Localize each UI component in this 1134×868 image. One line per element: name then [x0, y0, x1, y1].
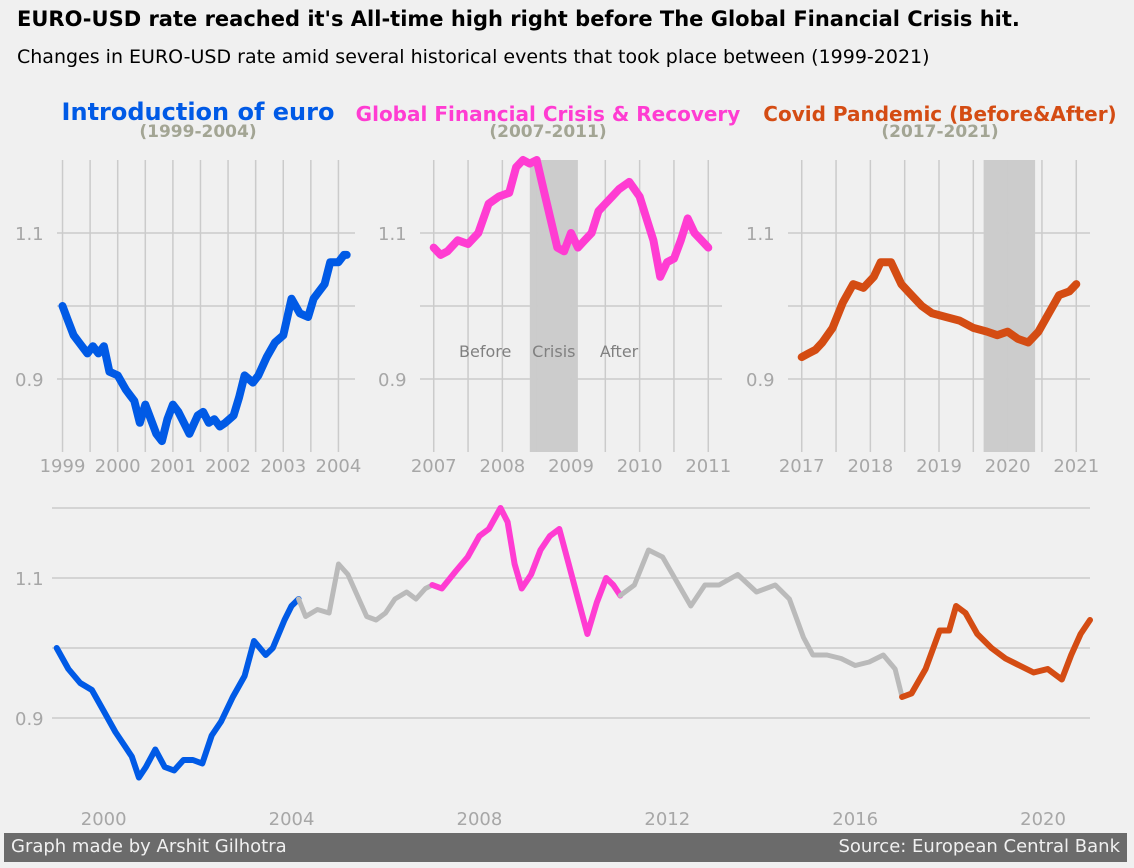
series-line-full-euro	[53, 596, 302, 781]
panel-years-crisis: (2007-2011)	[489, 122, 607, 142]
annotation-after: After	[600, 342, 639, 361]
x-tick-label-full: 2016	[832, 809, 878, 830]
x-tick-label-euro: 2000	[95, 456, 141, 477]
x-tick-label-euro: 1999	[40, 456, 86, 477]
panel-years-covid: (2017-2021)	[881, 122, 999, 142]
series-line-crisis	[429, 156, 713, 281]
panel-title-euro: Introduction of euro	[61, 98, 335, 126]
x-tick-label-full: 2004	[269, 809, 315, 830]
x-tick-label-crisis: 2010	[617, 456, 663, 477]
footer-source: Source: European Central Bank	[838, 836, 1120, 857]
y-tick-label-crisis: 0.9	[378, 370, 407, 391]
x-tick-label-full: 2000	[81, 809, 127, 830]
annotation-crisis: Crisis	[532, 342, 575, 361]
x-tick-label-crisis: 2007	[411, 456, 457, 477]
x-tick-label-euro: 2001	[150, 456, 196, 477]
x-tick-label-full: 2020	[1020, 809, 1066, 830]
y-tick-label-full: 1.1	[15, 569, 44, 590]
x-tick-label-covid: 2020	[985, 456, 1031, 477]
series-line-full-other	[296, 561, 435, 623]
x-tick-label-covid: 2021	[1053, 456, 1099, 477]
series-line-full-other	[617, 547, 905, 700]
panel-title-covid: Covid Pandemic (Before&After)	[763, 102, 1117, 126]
y-tick-label-full: 0.9	[15, 709, 44, 730]
x-tick-label-crisis: 2008	[479, 456, 525, 477]
annotation-before: Before	[459, 342, 511, 361]
y-tick-label-covid: 1.1	[746, 224, 775, 245]
series-line-full-covid	[899, 603, 1093, 700]
x-tick-label-full: 2012	[644, 809, 690, 830]
chart-subtitle: Changes in EURO-USD rate amid several hi…	[17, 46, 930, 68]
y-tick-label-euro: 1.1	[15, 224, 44, 245]
x-tick-label-euro: 2002	[205, 456, 251, 477]
footer-credit: Graph made by Arshit Gilhotra	[11, 836, 287, 857]
chart-area: 0.9 1.1 1999 2000 2001 2002 2003 2004 0.9 1.1 2007…	[15, 156, 1099, 830]
series-line-euro	[58, 250, 351, 446]
x-tick-label-crisis: 2011	[685, 456, 731, 477]
y-tick-label-euro: 0.9	[15, 370, 44, 391]
y-tick-label-crisis: 1.1	[378, 224, 407, 245]
x-tick-label-covid: 2018	[847, 456, 893, 477]
footer-bar: Graph made by Arshit Gilhotra Source: Eu…	[4, 833, 1127, 862]
x-tick-label-euro: 2003	[260, 456, 306, 477]
chart-title: EURO-USD rate reached it's All-time high…	[17, 7, 1020, 31]
y-tick-label-covid: 0.9	[746, 370, 775, 391]
x-tick-label-full: 2008	[457, 809, 503, 830]
x-tick-label-covid: 2019	[916, 456, 962, 477]
x-tick-label-crisis: 2009	[548, 456, 594, 477]
x-tick-label-euro: 2004	[316, 456, 362, 477]
panel-title-crisis: Global Financial Crisis & Recovery	[355, 102, 741, 126]
x-tick-label-covid: 2017	[779, 456, 825, 477]
series-line-full-crisis	[429, 505, 624, 637]
panel-years-euro: (1999-2004)	[139, 122, 257, 142]
series-line-covid	[797, 258, 1081, 362]
